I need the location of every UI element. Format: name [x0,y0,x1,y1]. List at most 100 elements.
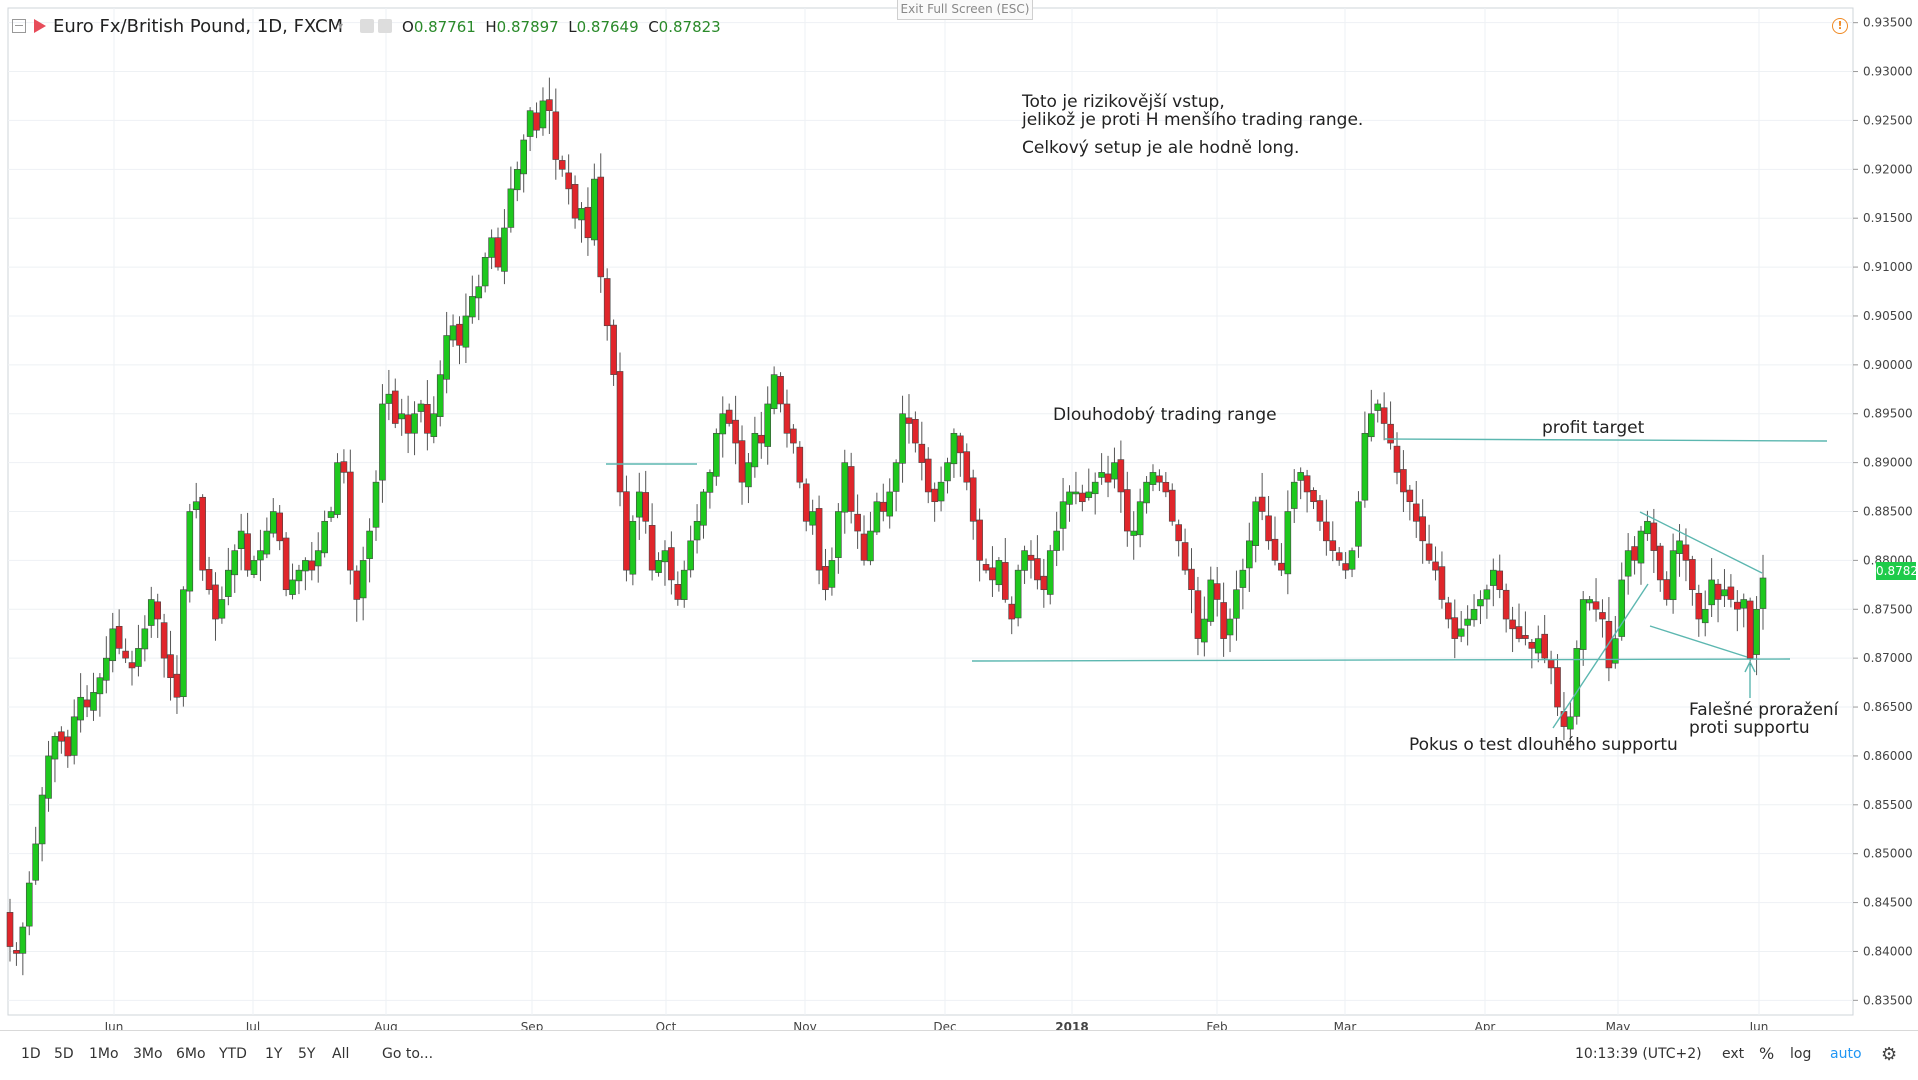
candle-body [1021,550,1028,571]
candle [1001,537,1009,603]
auto-toggle[interactable]: auto [1830,1046,1862,1062]
candle [1323,499,1330,556]
candle [1213,566,1221,617]
candle [571,175,579,229]
open-label: O [402,18,414,36]
chart-grid [7,7,1854,1016]
candle [1175,519,1182,557]
candle [1400,450,1407,513]
candle-body [1059,501,1067,529]
candle-body [45,755,52,799]
eye-icon[interactable] [360,19,374,33]
candle-body [1130,530,1138,536]
candle-body [244,533,251,571]
candle [1502,583,1510,633]
goto-button[interactable]: Go to... [382,1046,434,1062]
candle [1515,603,1523,643]
symbol-title[interactable]: Euro Fx/British Pound, 1D, FXCM [53,16,344,37]
candle [1220,582,1227,657]
candle-body [1592,601,1600,610]
candle-body [1387,423,1394,444]
exit-fullscreen-button[interactable]: Exit Full Screen (ESC) [897,0,1033,20]
candle [1412,480,1420,538]
timeframe-1d[interactable]: 1D [21,1046,41,1062]
candle [1123,471,1131,547]
candle [1477,590,1484,625]
support-line[interactable] [971,658,1791,662]
candle [1637,525,1645,585]
triangle-lower-line[interactable] [1649,625,1748,658]
candle [989,546,996,597]
price-axis[interactable]: 0.93500 0.93000 0.92500 0.92000 0.91500 0.910… [1853,16,1913,1008]
candle [745,453,752,504]
candle-body [995,560,1003,586]
candle [1605,597,1613,682]
candle-body [1759,577,1767,609]
candle-body [1239,569,1247,588]
profit-target-line[interactable] [1384,438,1828,442]
candle-body [225,569,232,597]
candle-body [1342,563,1349,571]
candle-body [295,569,303,582]
candle-body [1445,602,1452,620]
timeframe-all[interactable]: All [332,1046,350,1062]
candle [886,478,894,529]
candle-body [1682,544,1690,561]
candle-body [1380,407,1388,424]
candle [995,557,1003,592]
timeframe-6mo[interactable]: 6Mo [176,1046,206,1062]
candle-body [1554,667,1561,708]
candle [1464,605,1471,646]
candle-body [860,533,868,561]
ext-toggle[interactable]: ext [1722,1046,1745,1062]
timeframe-3mo[interactable]: 3Mo [133,1046,163,1062]
candle-body [1490,569,1497,586]
candle-body [398,413,405,420]
candle [1380,392,1388,441]
triangle-upper-line[interactable] [1639,511,1763,574]
y-tick-label: 0.90500 [1863,309,1913,323]
timeframe-5d[interactable]: 5D [54,1046,74,1062]
support-test-trendline[interactable] [1552,583,1649,729]
ohlc-readout: O0.87761 H0.87897 L0.87649 C0.87823 [402,18,721,36]
candle [1663,571,1670,606]
candle-body [571,184,579,219]
log-toggle[interactable]: log [1790,1046,1812,1062]
candle [1066,485,1073,522]
high-label: H [485,18,497,36]
candle [539,87,547,136]
candle [353,565,361,622]
candle-body [1425,543,1433,561]
candle [1181,528,1189,575]
candle [308,542,316,581]
candle [963,443,971,491]
clock-display[interactable]: 10:13:39 (UTC+2) [1575,1046,1702,1062]
timeframe-5y[interactable]: 5Y [298,1046,316,1062]
alert-icon[interactable]: ! [1832,18,1848,34]
candle [1592,578,1600,622]
candle-body [1457,628,1465,637]
collapse-icon[interactable] [12,19,26,33]
candle [623,475,630,582]
percent-toggle[interactable]: % [1759,1044,1775,1063]
candle-body [1528,641,1536,649]
settings-icon[interactable] [378,19,392,33]
candle-body [1149,472,1157,485]
candle [212,572,219,641]
candle-body [642,492,650,522]
candle [854,494,861,549]
candle-body [218,599,226,619]
candle-body [1085,491,1093,498]
candle-body [680,569,688,600]
candle-body [597,176,605,278]
candle [1361,411,1369,508]
candle-body [1297,472,1304,481]
timeframe-1mo[interactable]: 1Mo [89,1046,119,1062]
candle [1656,542,1664,592]
gear-icon[interactable]: ⚙ [1881,1044,1898,1065]
timeframe-1y[interactable]: 1Y [265,1046,283,1062]
chevron-down-icon[interactable]: ▾ [338,21,344,32]
timeframe-ytd[interactable]: YTD [219,1046,247,1062]
candle [1342,552,1349,579]
